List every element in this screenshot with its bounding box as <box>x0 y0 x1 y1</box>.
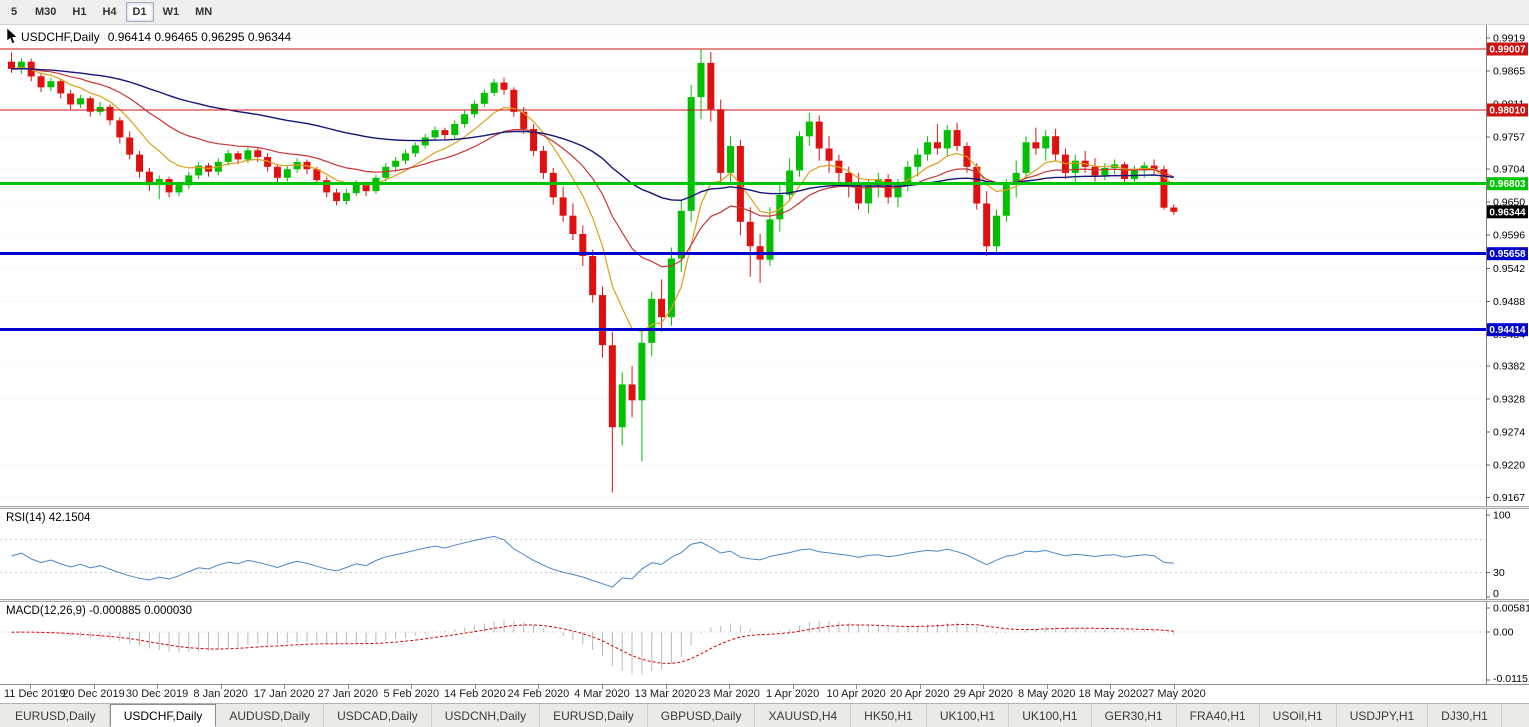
time-axis-label: 20 Dec 2019 <box>62 688 125 700</box>
time-axis-tick <box>602 685 603 689</box>
time-axis-tick <box>284 685 285 689</box>
chart-tab-USOil-H1[interactable]: USOil,H1 <box>1259 704 1337 727</box>
price-pane: 0.99190.98650.98110.97570.97040.96500.95… <box>0 25 1529 506</box>
svg-text:0.00: 0.00 <box>1493 627 1514 639</box>
svg-text:0.9757: 0.9757 <box>1493 131 1525 143</box>
svg-text:0.95658: 0.95658 <box>1489 249 1526 260</box>
time-axis-label: 8 Jan 2020 <box>193 688 248 700</box>
svg-text:0.98010: 0.98010 <box>1489 106 1526 117</box>
time-axis-tick <box>856 685 857 689</box>
chart-tab-USDJPY-H1[interactable]: USDJPY,H1 <box>1336 704 1429 727</box>
macd-pane: 0.0058180.00-0.01151 MACD(12,26,9) -0.00… <box>0 602 1529 684</box>
time-axis-tick <box>920 685 921 689</box>
time-axis-label: 5 Feb 2020 <box>383 688 440 700</box>
time-axis-tick <box>729 685 730 689</box>
svg-text:0.005818: 0.005818 <box>1493 603 1529 615</box>
time-axis-label: 20 Apr 2020 <box>890 688 950 700</box>
svg-text:0.9382: 0.9382 <box>1493 361 1525 373</box>
time-axis-label: 1 Apr 2020 <box>765 688 820 700</box>
svg-text:0.9865: 0.9865 <box>1493 65 1525 77</box>
time-axis-tick <box>538 685 539 689</box>
svg-text:0.99007: 0.99007 <box>1489 45 1526 56</box>
chart-tab-USDCHF-Daily[interactable]: USDCHF,Daily <box>109 704 217 727</box>
time-axis-tick <box>348 685 349 689</box>
chart-tab-AUDUSD-Daily[interactable]: AUDUSD,Daily <box>216 704 325 727</box>
time-axis-tick <box>411 685 412 689</box>
rsi-indicator-chart[interactable]: 100 30 0 <box>0 509 1529 599</box>
macd-indicator-chart[interactable]: 0.005818 0.00 -0.01151 <box>0 602 1529 684</box>
time-axis-tick <box>1047 685 1048 689</box>
chart-tab-FRA40-H1[interactable]: FRA40,H1 <box>1176 704 1260 727</box>
svg-text:0.9704: 0.9704 <box>1493 164 1525 176</box>
time-axis-tick <box>157 685 158 689</box>
chart-tab-DJ30-H1[interactable]: DJ30,H1 <box>1428 704 1502 727</box>
time-axis-label: 24 Feb 2020 <box>507 688 570 700</box>
time-axis-label: 18 May 2020 <box>1078 688 1143 700</box>
svg-text:0.9220: 0.9220 <box>1493 460 1525 472</box>
timeframe-toolbar: 5 M30 H1 H4 D1 W1 MN <box>0 0 1529 25</box>
chart-tab-EURUSD-Daily[interactable]: EURUSD,Daily <box>2 704 110 727</box>
chart-tab-GBPUSD-Daily[interactable]: GBPUSD,Daily <box>647 704 756 727</box>
svg-text:0: 0 <box>1493 588 1499 599</box>
timeframe-button-W1[interactable]: W1 <box>162 6 180 18</box>
chart-tab-XAUUSD-H4[interactable]: XAUUSD,H4 <box>755 704 852 727</box>
time-axis-label: 14 Feb 2020 <box>443 688 506 700</box>
candlestick-chart[interactable]: 0.99190.98650.98110.97570.97040.96500.95… <box>0 25 1529 506</box>
timeframe-button-5[interactable]: 5 <box>10 6 18 18</box>
svg-text:0.96344: 0.96344 <box>1489 207 1526 218</box>
time-axis-label: 27 May 2020 <box>1142 688 1206 700</box>
time-axis-label: 29 Apr 2020 <box>953 688 1013 700</box>
time-axis[interactable]: 11 Dec 2019 20 Dec 2019 30 Dec 2019 8 Jan 2… <box>0 684 1529 703</box>
pane-divider[interactable] <box>0 506 1529 509</box>
time-axis-tick <box>94 685 95 689</box>
chart-tab-USDCNH-Daily[interactable]: USDCNH,Daily <box>431 704 541 727</box>
time-axis-label: 11 Dec 2019 <box>4 688 66 700</box>
time-axis-tick <box>793 685 794 689</box>
svg-text:0.9328: 0.9328 <box>1493 394 1525 406</box>
time-axis-label: 30 Dec 2019 <box>125 688 189 700</box>
svg-text:0.9274: 0.9274 <box>1493 427 1525 439</box>
time-axis-tick <box>666 685 667 689</box>
timeframe-button-H1[interactable]: H1 <box>72 6 87 18</box>
svg-text:0.9488: 0.9488 <box>1493 296 1525 308</box>
chart-tab-UK100-H1[interactable]: UK100,H1 <box>1009 704 1092 727</box>
timeframe-button-M30[interactable]: M30 <box>35 6 57 18</box>
svg-text:0.9919: 0.9919 <box>1493 32 1525 44</box>
pane-divider[interactable] <box>0 599 1529 602</box>
chart-tab-bar: EURUSD,Daily USDCHF,Daily AUDUSD,Daily USDC… <box>0 703 1529 727</box>
svg-text:-0.01151: -0.01151 <box>1493 673 1529 684</box>
timeframe-button-D1[interactable]: D1 <box>125 2 154 22</box>
time-axis-tick <box>1174 685 1175 689</box>
time-axis-tick <box>1110 685 1111 689</box>
svg-text:0.9542: 0.9542 <box>1493 263 1525 275</box>
svg-text:30: 30 <box>1493 567 1505 579</box>
chart-tab-UK100-H1[interactable]: UK100,H1 <box>926 704 1010 727</box>
time-axis-label: 4 Mar 2020 <box>574 688 630 700</box>
timeframe-button-MN[interactable]: MN <box>195 6 213 18</box>
time-axis-label: 10 Apr 2020 <box>826 688 886 700</box>
rsi-pane: 100 30 0 RSI(14) 42.1504 <box>0 509 1529 599</box>
time-axis-label: 17 Jan 2020 <box>253 688 315 700</box>
svg-text:0.96803: 0.96803 <box>1489 179 1526 190</box>
time-axis-label: 13 Mar 2020 <box>634 688 697 700</box>
time-axis-label: 27 Jan 2020 <box>317 688 379 700</box>
time-axis-label: 8 May 2020 <box>1018 688 1076 700</box>
time-axis-label: 23 Mar 2020 <box>698 688 760 700</box>
svg-text:0.9167: 0.9167 <box>1493 492 1525 504</box>
time-axis-tick <box>475 685 476 689</box>
svg-text:0.94414: 0.94414 <box>1489 325 1526 336</box>
timeframe-button-H4[interactable]: H4 <box>102 6 117 18</box>
time-axis-tick <box>30 685 31 689</box>
time-axis-tick <box>983 685 984 689</box>
chart-tab-EURUSD-Daily[interactable]: EURUSD,Daily <box>540 704 648 727</box>
svg-text:0.9596: 0.9596 <box>1493 230 1525 242</box>
chart-area: 0.99190.98650.98110.97570.97040.96500.95… <box>0 25 1529 703</box>
svg-text:100: 100 <box>1493 510 1511 522</box>
chart-tab-HK50-H1[interactable]: HK50,H1 <box>851 704 927 727</box>
chart-tab-GER30-H1[interactable]: GER30,H1 <box>1091 704 1177 727</box>
chart-tab-USDCAD-Daily[interactable]: USDCAD,Daily <box>324 704 432 727</box>
time-axis-tick <box>221 685 222 689</box>
